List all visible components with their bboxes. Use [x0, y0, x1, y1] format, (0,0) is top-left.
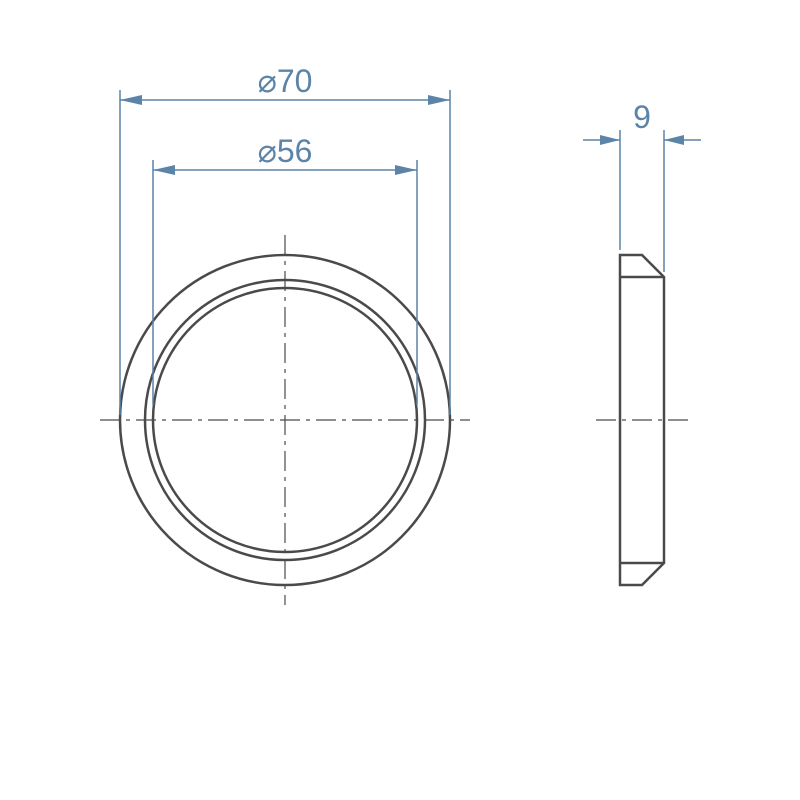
- dimension-inner-diameter: ⌀56: [153, 133, 417, 405]
- dim9-arrow-left: [600, 135, 620, 145]
- dimension-thickness: 9: [583, 99, 701, 272]
- technical-drawing: ⌀70 ⌀56 9: [0, 0, 800, 800]
- dim56-arrow-left: [153, 165, 175, 175]
- dim9-arrow-right: [664, 135, 684, 145]
- dim56-label: ⌀56: [258, 133, 313, 169]
- dim9-label: 9: [633, 99, 651, 135]
- dim70-arrow-right: [428, 95, 450, 105]
- side-view: [596, 255, 690, 585]
- front-view: [100, 235, 470, 605]
- dim70-arrow-left: [120, 95, 142, 105]
- dim56-arrow-right: [395, 165, 417, 175]
- dim70-label: ⌀70: [258, 63, 313, 99]
